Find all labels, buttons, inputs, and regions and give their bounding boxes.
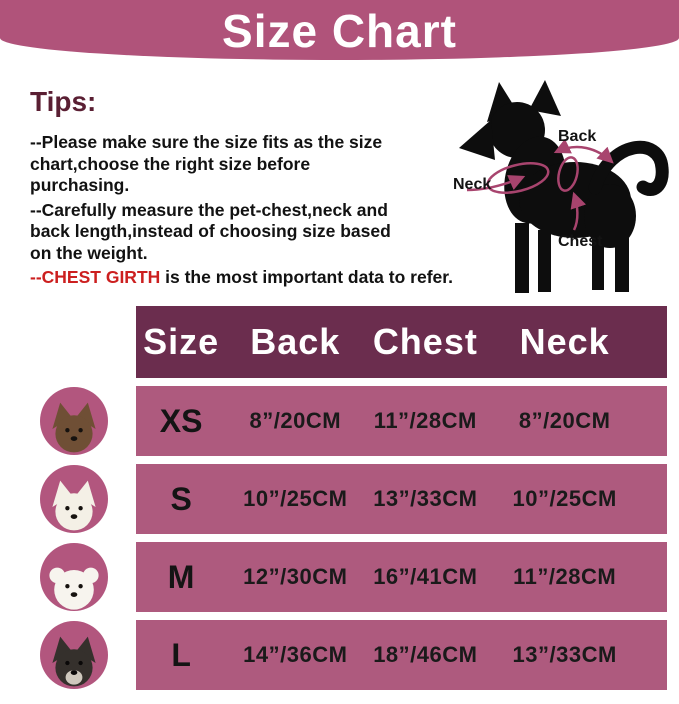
tip-item-3: --CHEST GIRTH is the most important data…	[30, 267, 455, 289]
chest-value: 16”/41CM	[373, 564, 478, 589]
chest-value: 18”/46CM	[373, 642, 478, 667]
back-measurement-label: Back	[558, 128, 597, 145]
dog-silhouette	[459, 80, 669, 293]
size-table-header: Size Back Chest Neck	[136, 306, 667, 378]
table-row-m: M 12”/30CM 16”/41CM 11”/28CM	[136, 542, 667, 612]
tip-item-2: --Carefully measure the pet-chest,neck a…	[30, 200, 412, 265]
l-dog-photo	[40, 621, 108, 689]
neck-value: 11”/28CM	[513, 564, 617, 589]
s-dog-photo	[40, 465, 108, 533]
chest-arrow	[570, 191, 587, 231]
back-arrow	[553, 138, 614, 164]
column-header-neck: Neck	[519, 321, 610, 362]
size-value: L	[171, 636, 191, 673]
tip-item-2-text: --Carefully measure the pet-chest,neck a…	[30, 199, 391, 263]
neck-girth-loop	[486, 162, 550, 194]
chihuahua-photo-icon	[52, 402, 96, 453]
table-row-l: L 14”/36CM 18”/46CM 13”/33CM	[136, 620, 667, 690]
schnauzer-photo-icon	[52, 636, 96, 687]
tip-item-1: --Please make sure the size fits as the …	[30, 132, 412, 197]
tip-item-3-highlight: --CHEST GIRTH	[30, 267, 161, 288]
neck-value: 13”/33CM	[512, 642, 617, 667]
tips-heading: Tips:	[30, 86, 97, 117]
neck-arrow	[466, 175, 526, 192]
chest-value: 13”/33CM	[373, 486, 478, 511]
bichon-frise-photo-icon	[49, 567, 99, 610]
size-value: M	[167, 558, 195, 595]
back-value: 8”/20CM	[249, 408, 342, 433]
chest-measurement-label: Chest	[558, 233, 603, 250]
chest-value: 11”/28CM	[373, 408, 477, 433]
page-title: Size Chart	[222, 5, 457, 57]
table-row-s: S 10”/25CM 13”/33CM 10”/25CM	[136, 464, 667, 534]
neck-measurement-label: Neck	[453, 176, 492, 193]
size-value: XS	[159, 402, 203, 439]
column-header-chest: Chest	[372, 321, 478, 362]
m-dog-photo	[40, 543, 108, 611]
size-value: S	[170, 480, 192, 517]
size-table: Size Back Chest Neck XS 8”/20CM 11”/28CM…	[136, 306, 667, 690]
column-header-size: Size	[143, 321, 220, 362]
tip-item-1-text: --Please make sure the size fits as the …	[30, 132, 383, 196]
white-terrier-photo-icon	[52, 480, 96, 531]
table-row-xs: XS 8”/20CM 11”/28CM 8”/20CM	[136, 386, 667, 456]
back-value: 14”/36CM	[243, 642, 348, 667]
xs-dog-photo	[40, 387, 108, 455]
neck-value: 8”/20CM	[518, 408, 611, 433]
header-banner: Size Chart	[0, 0, 679, 60]
tips-section: Tips: --Please make sure the size fits a…	[30, 86, 455, 292]
neck-value: 10”/25CM	[512, 486, 617, 511]
measurement-arrows	[466, 138, 614, 231]
column-header-back: Back	[250, 321, 341, 362]
dog-silhouette-illustration	[459, 80, 669, 293]
back-value: 10”/25CM	[243, 486, 348, 511]
back-value: 12”/30CM	[243, 564, 348, 589]
dog-measurement-diagram: Back Neck Chest	[425, 78, 677, 303]
tip-item-3-text: is the most important data to refer.	[160, 267, 453, 288]
